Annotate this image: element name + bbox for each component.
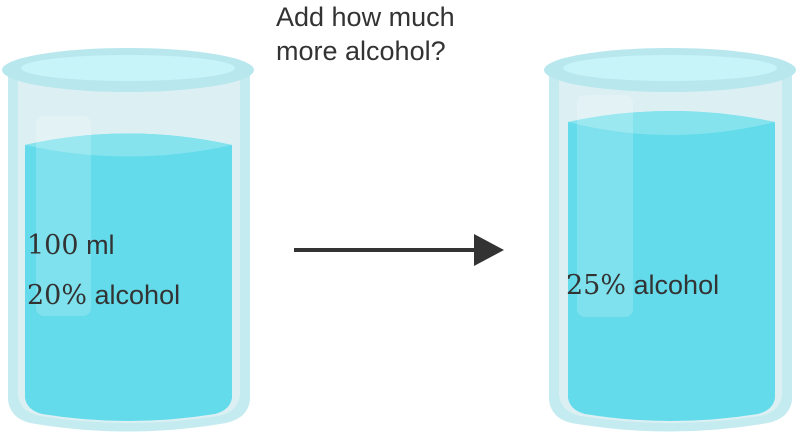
left-beaker-highlight bbox=[36, 116, 91, 316]
right-beaker bbox=[544, 48, 796, 432]
left-percent: 20% bbox=[27, 280, 88, 311]
arrow bbox=[294, 234, 504, 266]
arrow-head-icon bbox=[474, 234, 504, 266]
volume-number: 100 bbox=[27, 230, 79, 261]
question-line-1: Add how much bbox=[276, 2, 455, 32]
right-substance: alcohol bbox=[633, 270, 720, 300]
left-beaker-liquid bbox=[25, 133, 232, 421]
question-line-2: more alcohol? bbox=[276, 36, 446, 66]
volume-unit: ml bbox=[86, 230, 115, 260]
question-text: Add how much more alcohol? bbox=[276, 0, 455, 68]
left-substance: alcohol bbox=[94, 280, 181, 310]
right-beaker-highlight bbox=[577, 95, 633, 317]
right-percent: 25% bbox=[566, 270, 627, 301]
right-concentration-label: 25% alcohol bbox=[566, 270, 720, 301]
left-volume-label: 100 ml bbox=[27, 230, 115, 261]
left-beaker bbox=[2, 48, 254, 432]
right-beaker-liquid bbox=[568, 111, 775, 421]
left-concentration-label: 20% alcohol bbox=[27, 280, 181, 311]
